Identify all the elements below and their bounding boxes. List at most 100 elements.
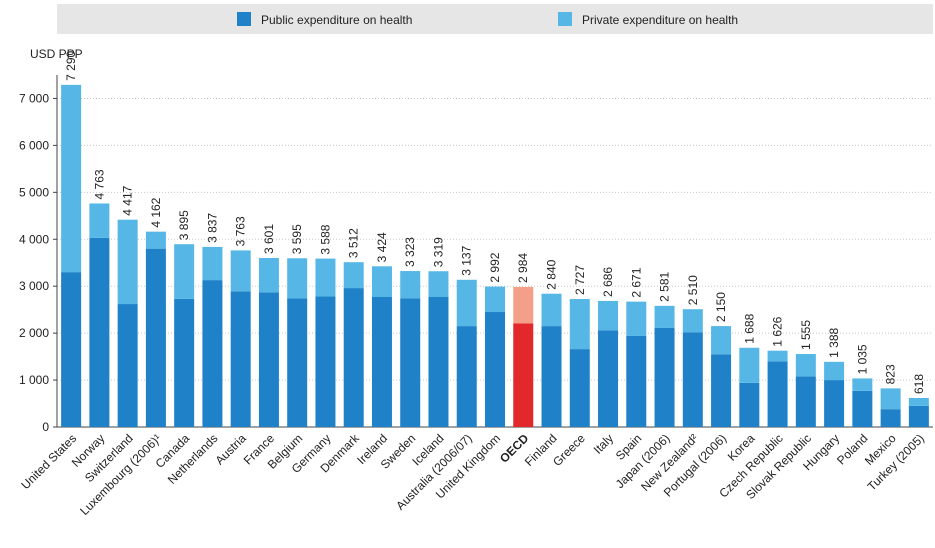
total-label: 823 (884, 364, 898, 384)
bar (682, 309, 703, 333)
total-label: 1 035 (855, 344, 869, 374)
total-label: 4 417 (121, 185, 135, 215)
bar (852, 378, 873, 391)
bar (456, 279, 477, 327)
bar (145, 248, 166, 427)
bar (343, 262, 364, 289)
legend-label: Private expenditure on health (582, 13, 738, 27)
bar (371, 296, 392, 427)
bar (400, 271, 421, 299)
total-label: 1 626 (771, 316, 785, 346)
bar (230, 250, 251, 292)
bar (541, 326, 562, 427)
total-label: 4 763 (92, 169, 106, 199)
legend-label: Public expenditure on health (261, 13, 412, 27)
total-label: 3 588 (318, 224, 332, 254)
bar (258, 257, 279, 293)
bar (428, 271, 449, 297)
total-label: 2 671 (629, 267, 643, 297)
bar (824, 380, 845, 427)
bar (654, 305, 675, 328)
bar (824, 361, 845, 381)
bar (485, 286, 505, 313)
total-label: 2 992 (488, 252, 502, 282)
total-label: 2 150 (714, 292, 728, 322)
bar (89, 237, 110, 427)
total-label: 3 512 (347, 228, 361, 258)
bar (682, 332, 703, 427)
bar (852, 390, 873, 427)
bar (908, 405, 929, 427)
y-tick-label: 6 000 (19, 138, 49, 152)
bar (569, 299, 590, 350)
bar (485, 312, 505, 427)
bar (795, 354, 816, 377)
bar (711, 326, 732, 355)
bar (880, 409, 901, 427)
bar (711, 354, 732, 427)
total-label: 2 510 (686, 275, 700, 305)
total-label: 2 727 (573, 265, 587, 295)
bar (371, 266, 392, 297)
total-label: 1 555 (799, 320, 813, 350)
y-tick-label: 1 000 (19, 373, 49, 387)
bar (739, 382, 760, 427)
bar (513, 286, 534, 324)
bar (400, 298, 421, 427)
bar (174, 298, 195, 427)
bar (626, 335, 647, 427)
total-label: 3 601 (262, 224, 276, 254)
total-label: 2 984 (516, 253, 530, 283)
bar (202, 246, 223, 281)
bar (89, 203, 110, 238)
bar (258, 292, 279, 427)
y-tick-label: 4 000 (19, 232, 49, 246)
y-tick-label: 7 000 (19, 91, 49, 105)
bar (428, 296, 449, 427)
y-tick-label: 5 000 (19, 185, 49, 199)
bar (61, 272, 82, 427)
bar (145, 231, 166, 249)
bar (569, 349, 590, 427)
bar (230, 291, 251, 427)
bar (767, 361, 788, 427)
bar (795, 376, 816, 427)
total-label: 3 763 (234, 216, 248, 246)
y-tick-label: 0 (42, 420, 49, 434)
bar (61, 84, 82, 273)
bar (908, 397, 929, 406)
total-label: 2 686 (601, 267, 615, 297)
bar (343, 288, 364, 427)
bar (117, 304, 138, 427)
bar (117, 219, 138, 305)
total-label: 1 688 (742, 313, 756, 343)
y-axis-label: USD PPP (30, 47, 83, 61)
bar (456, 326, 477, 427)
legend-swatch (558, 12, 572, 26)
bar (513, 323, 534, 427)
total-label: 3 323 (403, 237, 417, 267)
bar (626, 301, 647, 336)
bar (541, 293, 562, 327)
total-label: 1 388 (827, 328, 841, 358)
bar (880, 388, 901, 410)
bar (202, 280, 223, 427)
total-label: 4 162 (149, 197, 163, 227)
total-label: 3 595 (290, 224, 304, 254)
bar (287, 258, 308, 299)
bar (767, 350, 788, 362)
bar (287, 298, 308, 427)
y-tick-label: 3 000 (19, 279, 49, 293)
total-label: 618 (912, 374, 926, 394)
bar (174, 244, 195, 299)
bar (598, 330, 619, 427)
total-label: 2 581 (658, 272, 672, 302)
total-label: 3 895 (177, 210, 191, 240)
bar (598, 300, 619, 331)
legend-swatch (237, 12, 251, 26)
bar (315, 258, 336, 297)
x-tick-label: Greece (550, 431, 588, 469)
bar (654, 327, 675, 427)
total-label: 2 840 (545, 259, 559, 289)
